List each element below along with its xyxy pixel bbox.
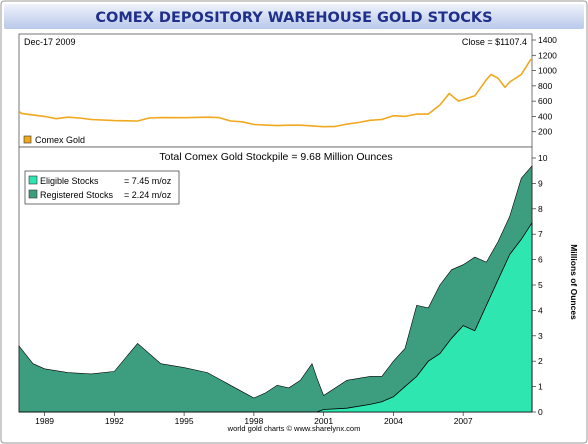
gold-y-tick-label: 1400 [538, 35, 557, 45]
stock-y-tick-label: 0 [538, 407, 543, 417]
gold-y-axis: 200 400 600 800 1000 1200 1400 [532, 35, 557, 137]
x-tick-label: 1998 [244, 416, 263, 426]
gold-price-panel [18, 33, 533, 148]
y-axis-label: Millions of Ounces [569, 244, 579, 320]
stock-y-tick-label: 8 [538, 204, 543, 214]
gold-y-tick-label: 1000 [538, 66, 557, 76]
x-tick-label: 2001 [314, 416, 333, 426]
gold-price-line [19, 58, 532, 128]
eligible-stocks-area [19, 221, 533, 413]
footer-credit: world gold charts © www.sharelynx.com [227, 424, 361, 433]
registered-legend-value: = 2.24 m/oz [124, 190, 172, 200]
close-label: Close = $1107.4 [462, 37, 527, 47]
stock-legend [24, 170, 180, 205]
gold-y-tick-label: 200 [538, 127, 552, 137]
gold-y-tick-label: 400 [538, 111, 552, 121]
eligible-legend-label: Eligible Stocks [40, 176, 99, 186]
registered-stocks-area [18, 165, 533, 413]
stock-y-tick-label: 2 [538, 356, 543, 366]
stock-y-tick-label: 5 [538, 280, 543, 290]
gold-y-tick-label: 1200 [538, 50, 557, 60]
comex-gold-legend-swatch [23, 135, 32, 144]
registered-legend-label: Registered Stocks [40, 190, 114, 200]
x-tick-label: 1995 [175, 416, 194, 426]
stock-y-tick-label: 10 [538, 153, 548, 163]
x-tick-label: 1992 [105, 416, 124, 426]
stock-y-tick-label: 9 [538, 178, 543, 188]
stock-y-tick-label: 3 [538, 331, 543, 341]
stock-y-tick-label: 6 [538, 255, 543, 265]
date-label: Dec-17 2009 [24, 37, 76, 47]
registered-legend-swatch [28, 189, 38, 199]
eligible-legend-swatch [28, 175, 38, 185]
stockpile-title: Total Comex Gold Stockpile = 9.68 Millio… [159, 151, 392, 163]
stock-y-axis: 0 1 2 3 4 5 6 7 8 9 10 [532, 153, 548, 417]
stock-y-tick-label: 7 [538, 229, 543, 239]
page-title: COMEX DEPOSITORY WAREHOUSE GOLD STOCKS [95, 10, 492, 26]
stock-y-tick-label: 4 [538, 305, 543, 315]
gold-y-tick-label: 600 [538, 96, 552, 106]
x-tick-label: 1989 [35, 416, 54, 426]
x-axis: 1989 1992 1995 1998 2001 2004 2007 [35, 412, 473, 426]
x-tick-label: 2007 [454, 416, 473, 426]
stock-y-tick-label: 1 [538, 382, 543, 392]
x-tick-label: 2004 [384, 416, 403, 426]
title-band [4, 4, 584, 29]
eligible-legend-value: = 7.45 m/oz [124, 176, 172, 186]
gold-y-tick-label: 800 [538, 81, 552, 91]
comex-gold-legend-label: Comex Gold [35, 135, 85, 145]
